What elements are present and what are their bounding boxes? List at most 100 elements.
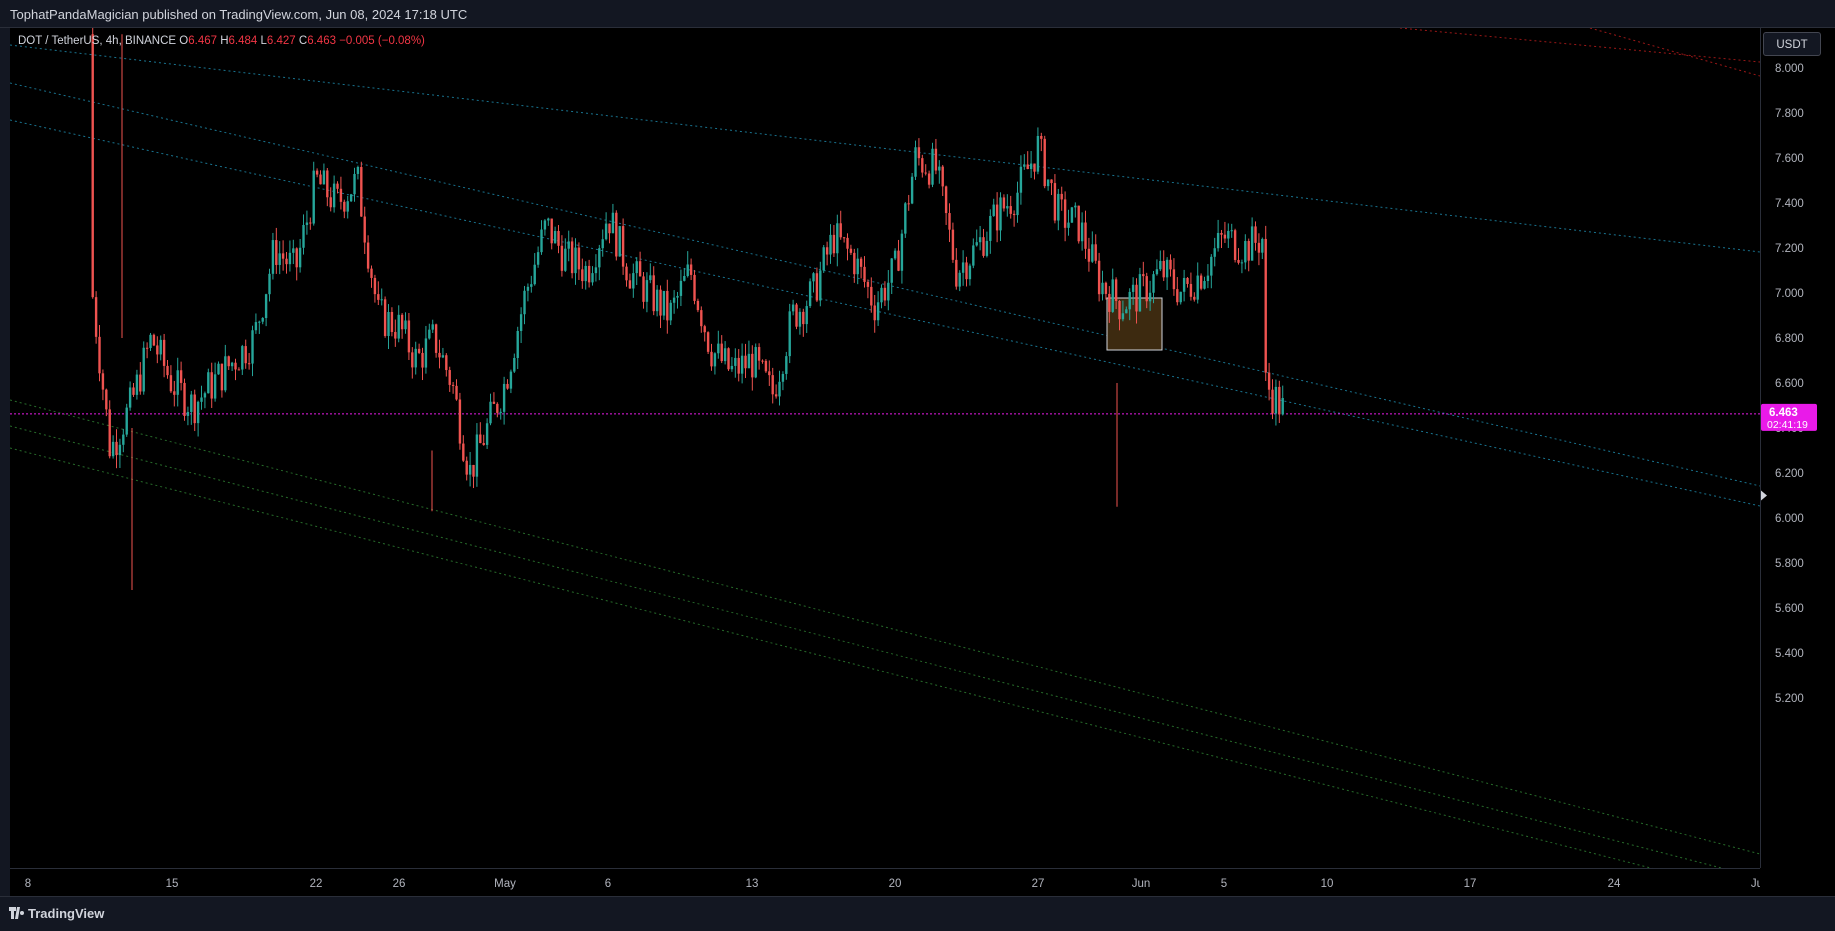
candle-body: [536, 252, 540, 265]
candle-body: [965, 262, 968, 280]
candle-body: [149, 334, 152, 348]
candle-body: [247, 363, 251, 365]
candle-body: [1247, 240, 1250, 261]
candle-body: [564, 248, 567, 271]
candle-body: [788, 311, 791, 357]
price-tick-label: 5.600: [1775, 603, 1804, 615]
candle-body: [764, 360, 768, 372]
candle-body: [822, 247, 825, 271]
candle-body: [465, 460, 468, 475]
candle-body: [159, 339, 162, 355]
candle-body: [142, 347, 145, 392]
candle-body: [1043, 138, 1046, 187]
candle-body: [553, 230, 557, 244]
candle-body: [258, 321, 261, 323]
time-tick-label: 8: [25, 878, 31, 890]
candle-body: [938, 166, 941, 171]
candle-body: [1091, 244, 1094, 262]
candle-body: [360, 166, 363, 217]
candle-body: [394, 331, 397, 339]
time-axis[interactable]: 8 15 22 26 May 6 13 20 27 Jun 5 10 17 24 Ju: [10, 868, 1763, 897]
candle-body: [475, 434, 479, 477]
candle-body: [526, 286, 530, 291]
candle-body: [1070, 207, 1074, 223]
candle-body: [1278, 386, 1281, 415]
chart-area[interactable]: [9, 26, 1761, 897]
candle-body: [210, 372, 213, 399]
time-axis-canvas[interactable]: 8 15 22 26 May 6 13 20 27 Jun 5 10 17 24 Ju: [10, 869, 1763, 897]
candle-body: [424, 338, 428, 368]
tradingview-logo-icon: [9, 907, 24, 919]
candle-body: [1016, 192, 1019, 216]
price-axis-canvas[interactable]: 8.000 7.800 7.600 7.400 7.200 7.000 6.800 6.600…: [1761, 28, 1835, 868]
candle-body: [373, 277, 377, 295]
candle-body: [196, 401, 200, 424]
candle-body: [288, 252, 292, 265]
candle-body: [472, 464, 475, 477]
candle-body: [679, 280, 683, 296]
candle-body: [978, 237, 982, 243]
candle-body: [839, 223, 842, 238]
candle-body: [849, 248, 853, 253]
candle-body: [574, 247, 577, 274]
candle-body: [570, 241, 574, 274]
candle-body: [506, 383, 509, 389]
candle-body: [802, 311, 805, 325]
chart-canvas[interactable]: [9, 26, 1761, 897]
time-tick-label: 15: [166, 878, 179, 890]
candle-body: [958, 272, 961, 287]
footer: TradingView: [0, 896, 1835, 931]
candle-body: [1009, 206, 1012, 214]
candle-body: [135, 374, 139, 395]
candle-body: [1077, 205, 1080, 242]
candle-body: [907, 203, 910, 205]
candle-body: [305, 222, 309, 225]
candle-body: [509, 371, 513, 389]
candle-body: [985, 240, 989, 256]
candle-body: [941, 166, 944, 187]
candle-body: [642, 276, 645, 302]
candle-body: [550, 218, 553, 244]
candle-body: [115, 441, 118, 456]
candle-body: [621, 226, 625, 267]
candle-body: [999, 197, 1002, 231]
candle-body: [1206, 275, 1210, 281]
candle-body: [200, 397, 203, 402]
channel-line: [9, 82, 1761, 487]
candle-body: [866, 281, 870, 287]
price-tick-label: 6.000: [1775, 513, 1804, 525]
candle-body: [261, 318, 264, 322]
candle-body: [594, 267, 598, 274]
symbol-name: DOT / TetherUS, 4h, BINANCE: [18, 35, 177, 47]
candle-body: [1118, 300, 1121, 320]
candle-body: [836, 223, 839, 254]
candle-body: [1169, 259, 1172, 270]
candle-body: [244, 346, 247, 364]
candle-body: [234, 362, 237, 370]
candle-body: [921, 158, 924, 173]
candle-body: [295, 248, 298, 268]
candle-body: [730, 365, 734, 370]
price-badge-value: 6.463: [1769, 407, 1798, 419]
price-tick-label: 6.800: [1775, 333, 1804, 345]
candle-body: [1199, 275, 1203, 289]
candle-body: [533, 264, 536, 285]
price-tick-label: 7.800: [1775, 108, 1804, 120]
candle-body: [400, 314, 404, 330]
currency-button[interactable]: USDT: [1763, 32, 1821, 56]
price-tick-label: 6.600: [1775, 378, 1804, 390]
candle-body: [931, 148, 934, 185]
candle-body: [241, 346, 244, 370]
candle-body: [900, 233, 904, 271]
candle-body: [1152, 274, 1155, 293]
candle-body: [285, 258, 288, 265]
candle-body: [1281, 398, 1284, 415]
candle-body: [1240, 262, 1244, 264]
candle-body: [451, 384, 455, 386]
price-axis[interactable]: 8.000 7.800 7.600 7.400 7.200 7.000 6.800 6.600…: [1760, 28, 1835, 868]
candle-body: [951, 229, 955, 260]
price-badge: [1761, 403, 1817, 431]
candle-body: [417, 348, 421, 353]
candle-body: [819, 270, 822, 301]
candle-body: [972, 245, 975, 266]
